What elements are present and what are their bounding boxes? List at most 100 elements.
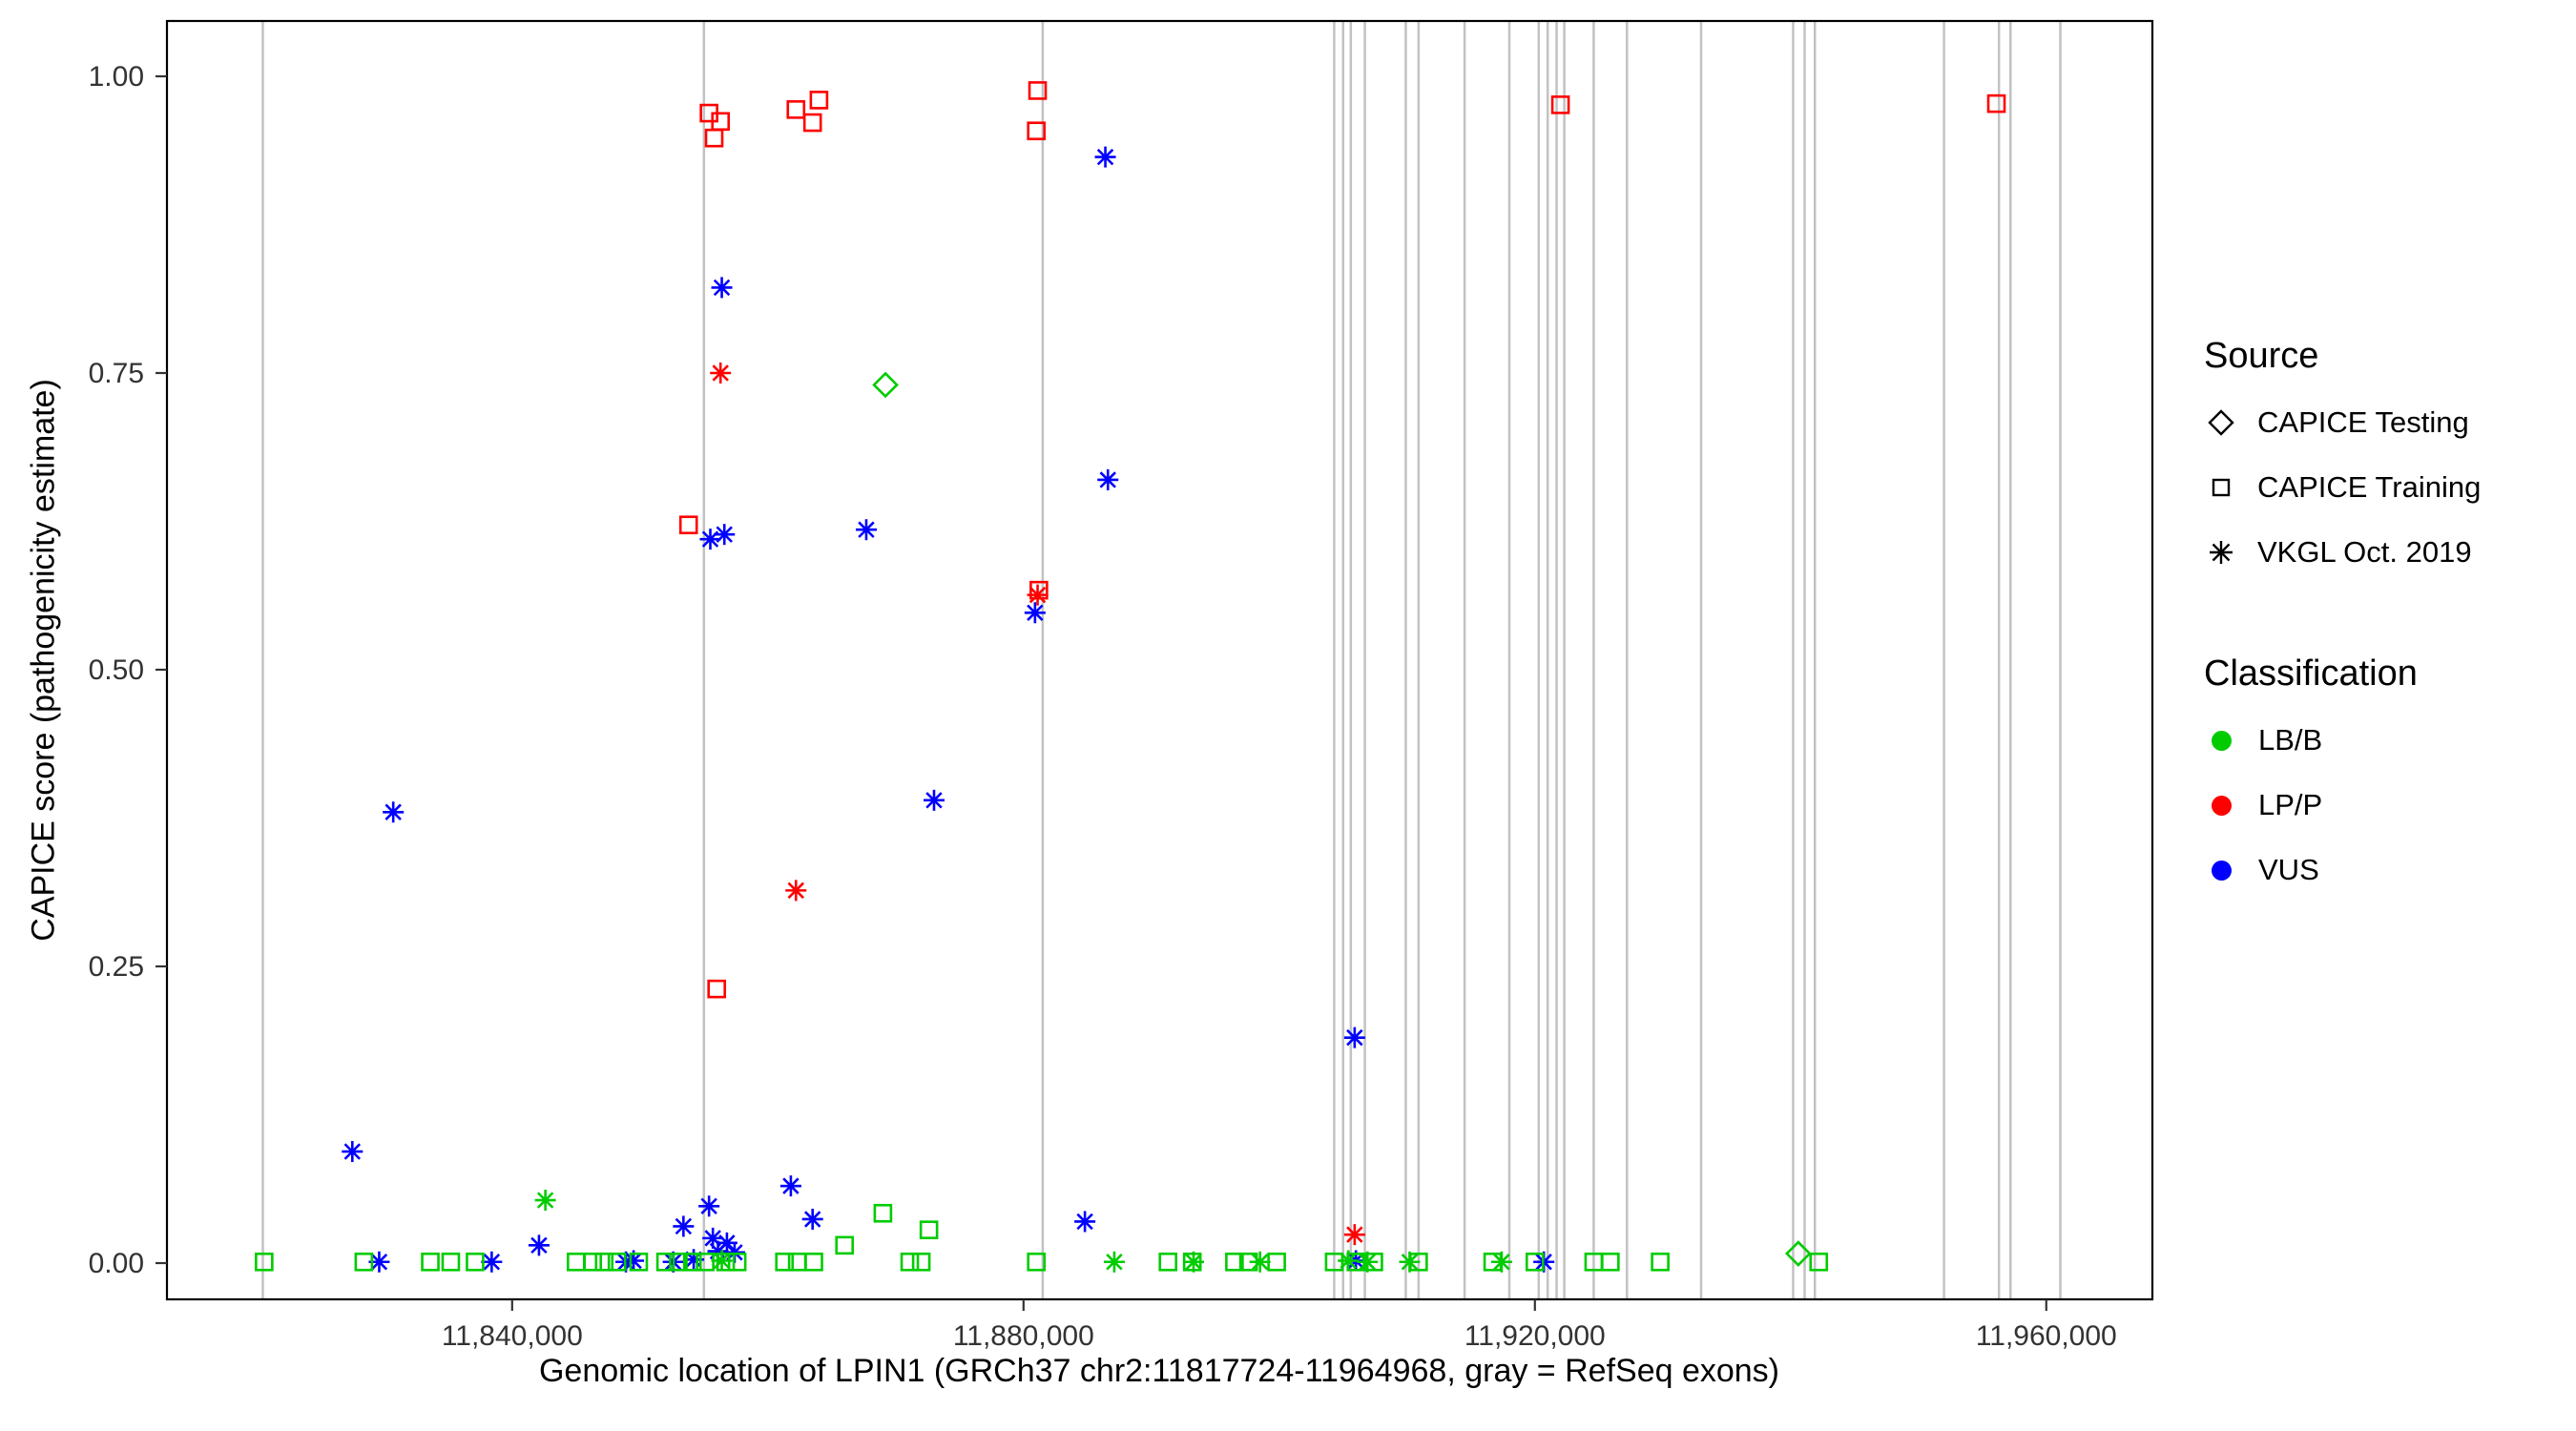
asterisk-arm [858,521,875,538]
data-point-asterisk [1343,1027,1365,1048]
data-point-asterisk [383,801,405,823]
legend-item-lpp: LP/P [2204,788,2481,822]
data-point-square [1267,1252,1286,1272]
data-point-square [716,1252,736,1272]
data-point-square [678,515,698,535]
data-point-square [421,1252,440,1272]
data-point-square [682,1252,702,1272]
data-point-square [255,1252,274,1272]
data-point-square [1986,93,2006,114]
asterisk-arm [625,1252,642,1270]
x-tick-label: 11,840,000 [442,1320,583,1352]
asterisk-arm [1076,1213,1093,1231]
data-point-diamond [872,371,899,399]
data-point-square [354,1252,374,1272]
data-point-square [775,1252,795,1272]
data-point-square [583,1252,603,1272]
x-tick-label: 11,920,000 [1465,1320,1606,1352]
asterisk-arm [530,1236,548,1255]
data-point-diamond [1784,1240,1812,1267]
legend-item-capice-testing: CAPICE Testing [2204,405,2481,440]
y-tick-label: 0.00 [89,1248,144,1279]
data-point-asterisk [1103,1251,1125,1273]
data-point-square [1550,95,1570,114]
asterisk-arm [384,803,402,820]
data-point-square [441,1252,461,1272]
data-point-square [1238,1252,1258,1272]
data-point-asterisk [342,1141,364,1163]
asterisk-arm [787,881,804,900]
asterisk-arm [1096,148,1114,166]
data-point-square [835,1235,854,1255]
data-point-square [1225,1252,1244,1272]
data-point-asterisk [710,363,732,384]
legend-item-label: VUS [2258,853,2319,886]
asterisk-arm [1185,1254,1202,1271]
asterisk-arm [716,526,733,543]
asterisk-arm [700,1197,717,1215]
asterisk-arm [1027,604,1044,622]
data-point-square [1651,1252,1670,1272]
data-point-square [696,1252,715,1272]
asterisk-arm [536,1192,554,1209]
legend-classification-title: Classification [2204,653,2418,694]
x-axis-title: Genomic location of LPIN1 (GRCh37 chr2:1… [538,1353,1780,1389]
data-point-square [1158,1252,1178,1272]
legend-item-label: LB/B [2258,723,2323,757]
legend-item-label: CAPICE Testing [2257,405,2469,439]
y-tick-label: 1.00 [89,61,144,93]
data-point-square [1027,1252,1046,1272]
legend: Source CAPICE Testing CAPICE Training [2204,336,2481,918]
data-point-square [1029,580,1049,600]
asterisk-arm [782,1177,800,1194]
data-point-square [1809,1252,1829,1272]
data-point-square [1409,1252,1428,1272]
data-point-asterisk [1024,602,1046,624]
data-point-square [566,1252,586,1272]
data-point-asterisk [1097,468,1119,490]
asterisk-arm [1099,471,1116,488]
legend-item-vkgl: VKGL Oct. 2019 [2204,535,2481,570]
data-point-square [607,1252,627,1272]
data-point-asterisk [673,1215,695,1237]
asterisk-arm [925,792,943,809]
data-point-asterisk [1094,146,1116,168]
lbb-dot-icon [2212,730,2232,751]
data-point-square [1346,1252,1365,1272]
legend-source-title: Source [2204,336,2319,376]
data-point-asterisk [1249,1251,1271,1273]
asterisk-arm [1106,1254,1123,1271]
data-point-asterisk [699,529,721,550]
data-point-square [707,979,726,999]
data-point-asterisk [923,789,945,811]
data-point-asterisk [855,519,877,541]
data-point-square [873,1203,893,1223]
data-point-square [1028,81,1048,100]
asterisk-arm [1028,586,1047,604]
square-icon [2212,478,2231,497]
x-tick-label: 11,880,000 [953,1320,1094,1352]
data-point-square [1601,1252,1620,1272]
y-axis-title: CAPICE score (pathogenicity estimate) [25,379,62,942]
legend-item-label: VKGL Oct. 2019 [2257,535,2472,569]
data-point-square [900,1252,920,1272]
asterisk-arm [370,1254,388,1271]
asterisk-icon [2210,541,2233,564]
legend-item-lbb: LB/B [2204,723,2481,757]
asterisk-arm [1346,1028,1363,1047]
diamond-icon [2208,409,2234,436]
asterisk-arm [1359,1254,1376,1271]
asterisk-arm [712,364,729,382]
y-tick-label: 0.25 [89,951,144,983]
data-point-asterisk [1027,584,1049,606]
data-point-square [655,1252,675,1272]
data-point-asterisk [785,880,807,902]
data-point-square [594,1252,614,1272]
data-point-square [629,1252,649,1272]
y-tick-label: 0.50 [89,654,144,686]
asterisk-arm [343,1143,362,1160]
asterisk-arm [483,1254,501,1271]
data-point-square [1525,1252,1545,1272]
vus-dot-icon [2212,860,2232,881]
